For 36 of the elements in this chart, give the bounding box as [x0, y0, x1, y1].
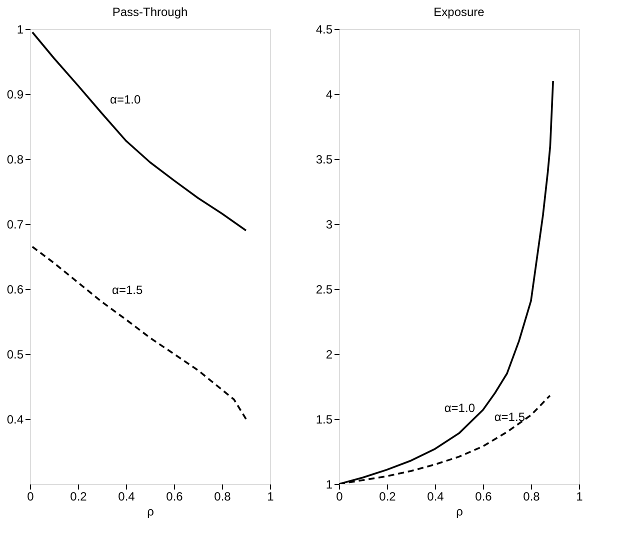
y-tick-label: 0.6: [6, 282, 24, 296]
y-tick-label: 0.4: [6, 412, 24, 426]
y-tick-label: 2: [326, 348, 333, 362]
x-tick-label: 0.8: [214, 490, 232, 504]
x-tick-label: 0: [27, 490, 34, 504]
y-tick-label: 3: [326, 218, 333, 232]
x-tick-label: 1: [576, 490, 584, 504]
chart-title: Pass-Through: [112, 5, 188, 19]
x-tick-label: 0.2: [379, 490, 396, 504]
x-tick-label: 1: [267, 490, 274, 504]
y-tick-label: 4.5: [316, 22, 333, 36]
annotation: α=1.5: [494, 410, 526, 424]
x-axis-title: ρ: [147, 504, 154, 518]
y-tick-label: 0.7: [6, 218, 24, 232]
annotation: α=1.0: [110, 92, 141, 106]
x-tick-label: 0.6: [475, 490, 492, 504]
x-tick-label: 0.8: [523, 490, 540, 504]
y-tick-label: 2.5: [316, 282, 333, 296]
x-tick-label: 0.4: [118, 490, 136, 504]
y-tick-label: 0.9: [6, 88, 24, 102]
annotation: α=1.5: [112, 283, 143, 297]
y-tick-label: 1: [326, 478, 333, 492]
x-tick-label: 0.2: [70, 490, 88, 504]
line-series: [32, 246, 247, 420]
y-tick-label: 4: [326, 88, 333, 102]
annotation: α=1.0: [444, 400, 476, 415]
y-tick-label: 1: [16, 22, 24, 36]
y-tick-label: 0.8: [6, 152, 24, 166]
x-axis-title: ρ: [456, 504, 464, 518]
y-tick-label: 0.5: [6, 348, 24, 362]
y-tick-label: 1.5: [316, 412, 333, 426]
y-tick-label: 3.5: [316, 152, 333, 166]
chart-title: Exposure: [434, 5, 485, 19]
x-tick-label: 0: [336, 490, 344, 504]
x-tick-label: 0.4: [427, 490, 444, 504]
x-tick-label: 0.6: [166, 490, 184, 504]
